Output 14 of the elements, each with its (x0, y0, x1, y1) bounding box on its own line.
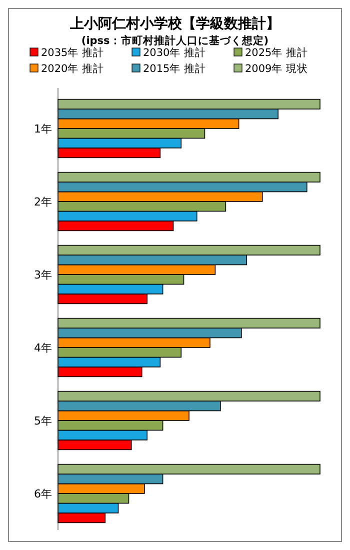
y-tick-label: 2年 (34, 195, 52, 208)
legend-label: 2035年 推計 (41, 46, 104, 59)
y-tick-label: 5年 (34, 414, 52, 428)
y-tick-label: 3年 (34, 268, 52, 282)
legend-label: 2030年 推計 (143, 46, 206, 59)
y-tick-label: 1年 (34, 122, 52, 136)
legend-label: 2009年 現状 (245, 63, 308, 75)
legend-label: 2025年 推計 (245, 46, 308, 59)
y-tick-label: 6年 (34, 487, 52, 500)
legend-label: 2020年 推計 (41, 62, 104, 75)
chart-subtitle: (ipss：市町村推計人口に基づく想定) (81, 34, 269, 47)
legend-label: 2015年 推計 (143, 62, 206, 75)
y-tick-label: 4年 (34, 341, 52, 354)
chart-title: 上小阿仁村小学校【学級数推計】 (69, 16, 280, 32)
